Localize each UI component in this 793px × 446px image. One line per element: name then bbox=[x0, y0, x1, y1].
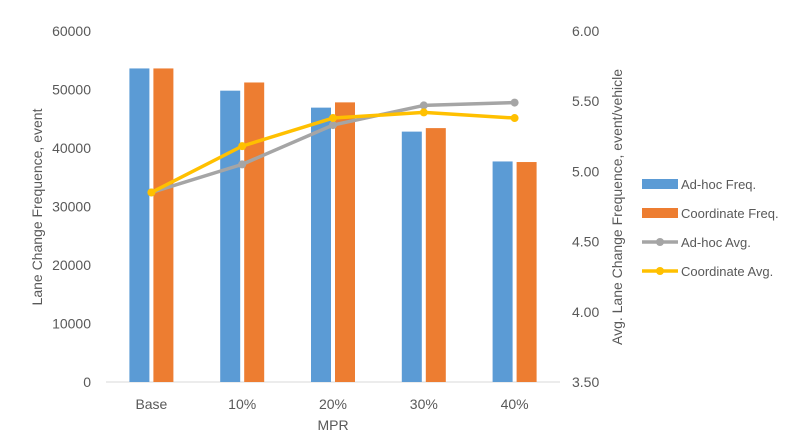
legend-label: Coordinate Freq. bbox=[681, 206, 779, 221]
y2-tick-label: 4.00 bbox=[572, 304, 599, 320]
y-tick-label: 60000 bbox=[52, 23, 91, 39]
x-tick-label: 30% bbox=[410, 396, 438, 412]
y2-tick-label: 6.00 bbox=[572, 23, 599, 39]
bar bbox=[129, 68, 150, 382]
y2-tick-label: 5.00 bbox=[572, 163, 599, 179]
y-tick-label: 20000 bbox=[52, 257, 91, 273]
y2-tick-label: 3.50 bbox=[572, 374, 599, 390]
bar bbox=[244, 82, 265, 382]
bar bbox=[401, 131, 422, 382]
line-point bbox=[329, 121, 337, 130]
line-point bbox=[329, 114, 337, 123]
bar bbox=[516, 162, 537, 382]
legend-label: Ad-hoc Freq. bbox=[681, 177, 756, 192]
legend-label: Coordinate Avg. bbox=[681, 264, 773, 279]
x-tick-label: 20% bbox=[319, 396, 347, 412]
bar bbox=[492, 161, 513, 382]
line-point bbox=[238, 142, 247, 151]
y2-axis-title: Avg. Lane Change Frequence, event/vehicl… bbox=[609, 69, 625, 345]
legend-swatch bbox=[642, 179, 678, 189]
y-axis-title: Lane Change Frequence, event bbox=[29, 108, 45, 305]
y-tick-label: 50000 bbox=[52, 82, 91, 98]
legend-marker bbox=[656, 267, 664, 275]
y2-tick-label: 4.50 bbox=[572, 234, 599, 250]
y-tick-label: 40000 bbox=[52, 140, 91, 156]
bar bbox=[220, 90, 241, 383]
bar bbox=[311, 107, 331, 382]
legend-swatch bbox=[642, 208, 678, 218]
line-point bbox=[510, 98, 519, 107]
bar-series-group bbox=[129, 68, 537, 383]
y-tick-label: 30000 bbox=[52, 199, 91, 215]
legend-marker bbox=[656, 238, 664, 246]
x-axis-title: MPR bbox=[317, 417, 348, 433]
bar bbox=[335, 102, 355, 383]
legend-label: Ad-hoc Avg. bbox=[681, 235, 751, 250]
bar bbox=[153, 68, 174, 382]
legend: Ad-hoc Freq. Coordinate Freq. Ad-hoc Avg. C… bbox=[642, 177, 779, 279]
y2-tick-label: 5.50 bbox=[572, 93, 599, 109]
line-point bbox=[147, 188, 156, 197]
x-tick-label: 10% bbox=[228, 396, 256, 412]
line-series-group bbox=[147, 98, 519, 197]
axis-labels-group: MPR Lane Change Frequence, event Avg. La… bbox=[29, 69, 625, 433]
line-point bbox=[238, 160, 247, 169]
x-tick-label: 40% bbox=[501, 396, 529, 412]
y-tick-label: 10000 bbox=[52, 316, 91, 332]
line-point bbox=[510, 114, 519, 123]
y-tick-label: 0 bbox=[83, 374, 91, 390]
x-tick-label: Base bbox=[135, 396, 167, 412]
line-point bbox=[419, 108, 428, 117]
bar bbox=[425, 128, 446, 382]
line-point bbox=[419, 101, 428, 110]
chart-axes: 0 10000 20000 30000 40000 50000 60000 3.50 4.00 4… bbox=[52, 23, 599, 412]
